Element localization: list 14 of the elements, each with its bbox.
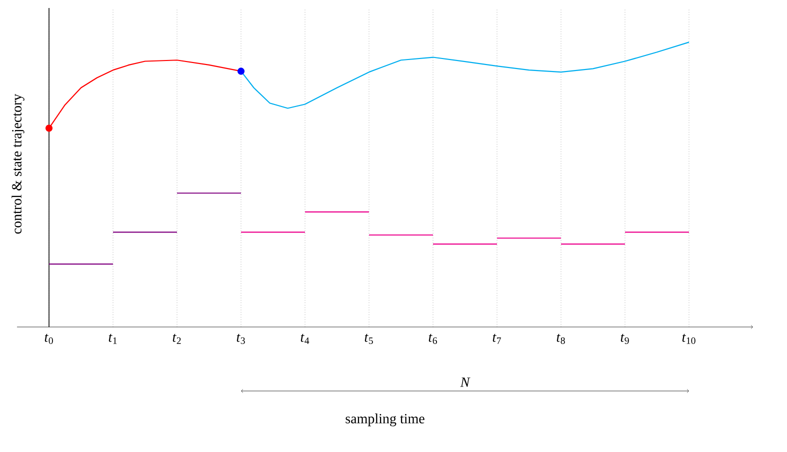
x-tick-label: t$_{8}$ — [556, 334, 565, 344]
x-tick-label: t$_{3}$ — [236, 334, 245, 344]
x-tick-label: t$_{10}$ — [682, 334, 696, 344]
x-tick-label: t$_{4}$ — [300, 334, 310, 344]
x-tick-label: t$_{5}$ — [364, 334, 373, 344]
x-tick-label: t$_{7}$ — [492, 334, 501, 344]
x-axis-title: sampling time — [346, 414, 424, 426]
x-tick-label: t$_{9}$ — [620, 334, 629, 344]
text: N — [460, 378, 470, 387]
x-tick-label: t$_{0}$ — [44, 334, 53, 344]
x-tick-label: t$_{2}$ — [172, 334, 181, 344]
x-tick-label: t$_{1}$ — [108, 334, 117, 344]
x-tick-label: t$_{6}$ — [428, 334, 437, 344]
y-axis-title: control & state trajectory — [12, 94, 24, 234]
